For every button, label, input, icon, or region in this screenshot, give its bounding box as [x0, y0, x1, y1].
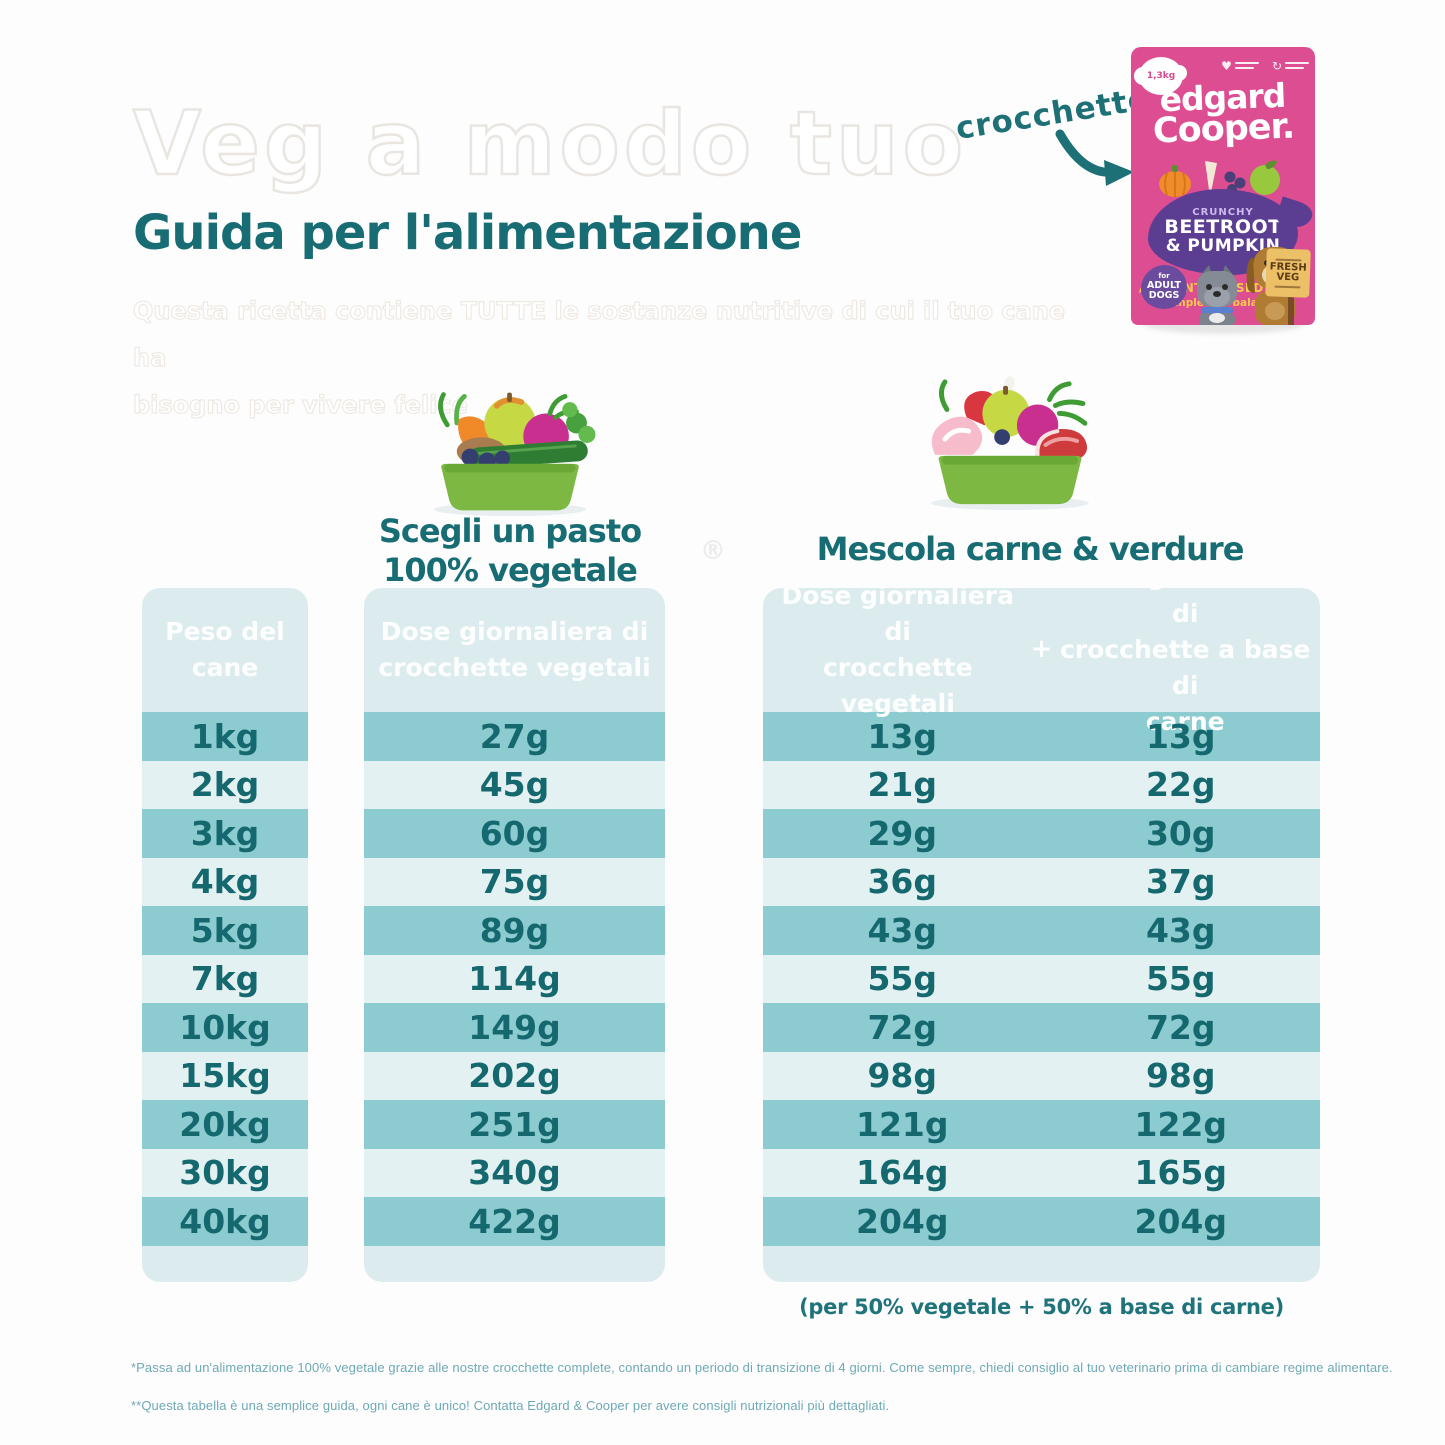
weight-badge-label: 1,3kg [1146, 71, 1176, 81]
table-row: 114g [364, 954, 665, 1003]
mix-dose-header: Dose giornaliera di crocchette vegetali … [763, 588, 1320, 736]
weight-table-header: Peso del cane [165, 616, 285, 682]
table-row: 29g 30g [763, 809, 1320, 858]
table-row: 55g 55g [763, 954, 1320, 1003]
crunchy-label: CRUNCHY [1192, 206, 1254, 218]
brand-line2: Cooper. [1152, 106, 1295, 152]
mix-dose-table: Dose giornaliera di crocchette vegetali … [763, 588, 1320, 1282]
table-row: 45g [364, 760, 665, 809]
option-veg-heading: Scegli un pasto 100% vegetale [310, 512, 710, 590]
table-row: 98g 98g [763, 1051, 1320, 1100]
fresh-veg-sign: FRESH VEG [1265, 248, 1312, 325]
table-row: 5kg [142, 906, 308, 955]
plus-sign: + [1030, 634, 1053, 665]
table-row: 164g 165g [763, 1148, 1320, 1197]
product-bag: 1,3kg ♥ ↻ edgard Cooper. [1131, 47, 1315, 325]
table-row: 1kg [142, 712, 308, 761]
veg-dose-table: Dose giornaliera di crocchette vegetali … [364, 588, 665, 1282]
veg-label: VEG [1276, 271, 1300, 284]
sign-board: FRESH VEG [1265, 248, 1311, 298]
table-row: 36g 37g [763, 857, 1320, 906]
table-row: 72g 72g [763, 1003, 1320, 1052]
table-row: 20kg [142, 1100, 308, 1149]
table-row: 21g 22g [763, 760, 1320, 809]
table-row: 27g [364, 712, 665, 761]
table-row: 422g [364, 1197, 665, 1246]
recycle-icon: ↻ [1272, 60, 1309, 72]
option-veg-line2: 100% vegetale [383, 551, 638, 590]
grey-dog-illustration [1197, 265, 1237, 325]
table-row: 202g [364, 1051, 665, 1100]
mix-header-veg: Dose giornaliera di crocchette vegetali [781, 588, 1014, 719]
table-row: 60g [364, 809, 665, 858]
curved-arrow-icon [1055, 129, 1134, 186]
table-row: 204g 204g [763, 1197, 1320, 1246]
meat-veg-bowl-illustration [931, 376, 1089, 511]
watermark-title: Veg a modo tuo [132, 91, 968, 197]
table-row: 4kg [142, 857, 308, 906]
table-row: 3kg [142, 809, 308, 858]
table-row: 15kg [142, 1051, 308, 1100]
bag-vegetables-illustration [1159, 160, 1280, 197]
table-row: 40kg [142, 1197, 308, 1246]
table-row: 149g [364, 1003, 665, 1052]
table-row: 43g 43g [763, 906, 1320, 955]
dogs-label: DOGS [1148, 289, 1180, 301]
brand-logo: edgard Cooper. [1131, 76, 1315, 152]
page-title: Guida per l'alimentazione [133, 205, 802, 261]
flavor-line1: BEETROOT [1164, 216, 1282, 239]
table-row: 13g 13g [763, 712, 1320, 761]
mix-header-meat: Dose giornaliera di crocchette a base di… [1060, 588, 1311, 737]
footnote-transition: *Passa ad un'alimentazione 100% vegetale… [131, 1360, 1393, 1375]
table-row: 10kg [142, 1003, 308, 1052]
adult-dogs-badge: for ADULT DOGS [1141, 265, 1187, 309]
table-row: 121g 122g [763, 1100, 1320, 1149]
registered-trademark: ® [700, 536, 726, 566]
heart-icon: ♥ [1221, 60, 1259, 72]
flavor-line2: & PUMPKIN [1165, 236, 1281, 257]
table-row: 30kg [142, 1148, 308, 1197]
bag-claim-icons: ♥ ↻ [1221, 60, 1309, 72]
table-row: 2kg [142, 760, 308, 809]
option-mix-label: Mescola carne & verdure [816, 530, 1245, 568]
veg-dose-header: Dose giornaliera di crocchette vegetali [378, 616, 651, 682]
table-row: 75g [364, 857, 665, 906]
option-mix-heading: Mescola carne & verdure [800, 530, 1260, 569]
weight-table: Peso del cane 1kg 2kg 3kg 4kg 5kg 7kg 10… [142, 588, 308, 1282]
weight-badge: 1,3kg [1134, 57, 1187, 95]
mix-ratio-caption: (per 50% vegetale + 50% a base di carne) [799, 1295, 1284, 1319]
veg-bowl-illustration [434, 392, 596, 517]
adult-label: ADULT [1147, 279, 1181, 291]
table-row: 251g [364, 1100, 665, 1149]
table-row: 7kg [142, 954, 308, 1003]
table-row: 340g [364, 1148, 665, 1197]
for-label: for [1158, 272, 1170, 281]
option-veg-line1: Scegli un pasto [378, 512, 642, 550]
page-subtitle: Questa ricetta contiene TUTTE le sostanz… [132, 296, 1066, 419]
footnote-guide: **Questa tabella è una semplice guida, o… [131, 1398, 890, 1413]
table-row: 89g [364, 906, 665, 955]
sign-stick [1288, 295, 1294, 325]
